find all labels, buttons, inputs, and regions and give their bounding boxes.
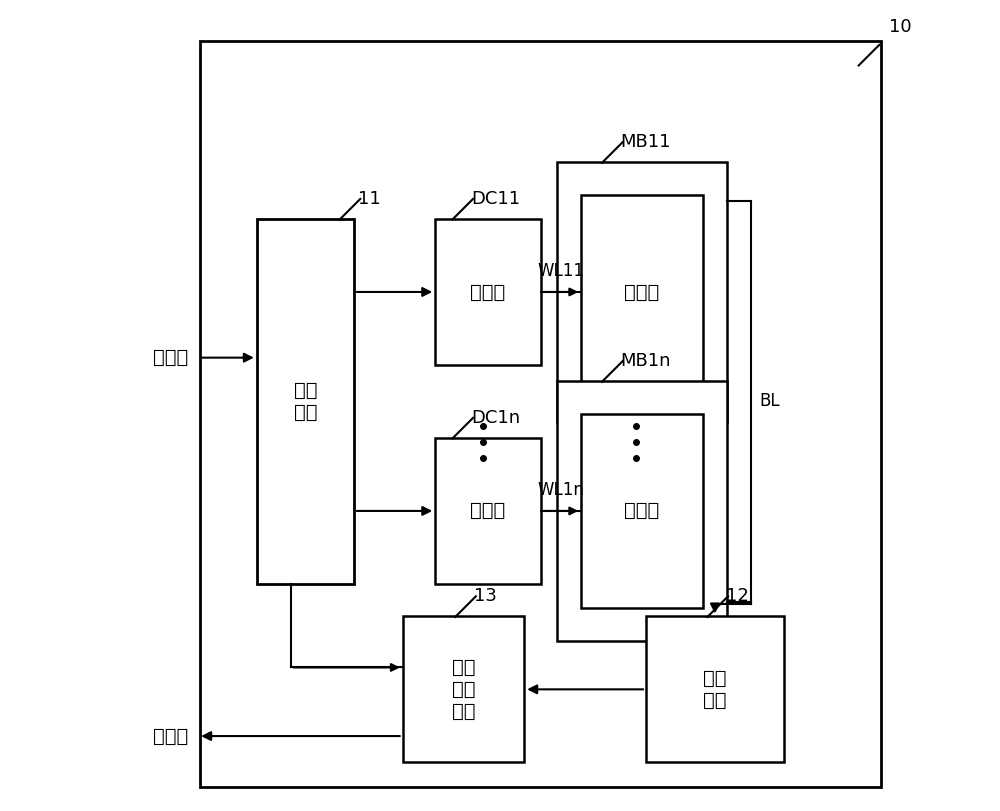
Text: 数据
输出
电路: 数据 输出 电路 [452,658,475,721]
FancyBboxPatch shape [435,219,541,365]
Text: DC1n: DC1n [471,409,520,427]
Text: 13: 13 [474,587,497,605]
Text: 存储块: 存储块 [624,282,660,302]
Text: 10: 10 [889,19,912,36]
FancyBboxPatch shape [581,195,703,389]
FancyBboxPatch shape [257,219,354,584]
Text: 解码器: 解码器 [470,501,505,521]
Text: MB1n: MB1n [620,352,671,370]
Text: MB11: MB11 [620,133,671,151]
Text: WL11: WL11 [537,262,584,280]
Text: 解码器: 解码器 [470,282,505,302]
Text: WL1n: WL1n [537,481,584,499]
Text: 控制器: 控制器 [153,348,188,367]
FancyBboxPatch shape [581,414,703,608]
Text: BL: BL [760,393,780,410]
Text: 存储块: 存储块 [624,501,660,521]
FancyBboxPatch shape [557,381,727,641]
Text: 控制
电路: 控制 电路 [294,381,317,422]
FancyBboxPatch shape [557,162,727,422]
Text: 读取
电路: 读取 电路 [703,669,727,710]
Text: 控制器: 控制器 [153,727,188,745]
FancyBboxPatch shape [435,438,541,584]
FancyBboxPatch shape [646,616,784,762]
FancyBboxPatch shape [403,616,524,762]
Text: DC11: DC11 [471,190,520,208]
Text: 11: 11 [358,190,381,208]
FancyBboxPatch shape [200,41,881,787]
Text: 12: 12 [726,587,749,605]
